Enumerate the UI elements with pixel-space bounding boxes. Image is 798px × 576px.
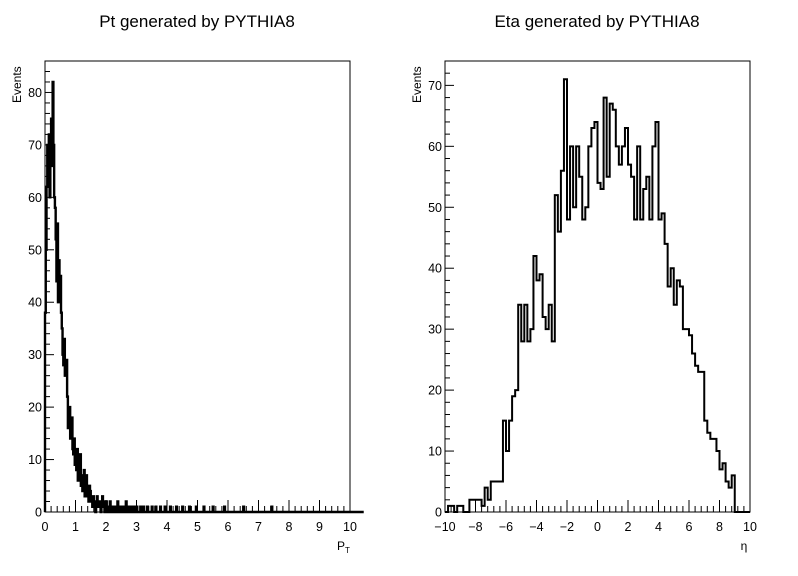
- eta-x-tick-label: 0: [594, 520, 601, 534]
- pt-y-tick-label: 70: [28, 138, 42, 152]
- eta-y-axis-label: Events: [410, 66, 424, 103]
- pt-histogram-panel: Pt generated by PYTHIA8 Events PT 0 1 2 3 4 5…: [10, 12, 364, 555]
- eta-y-tick-label: 60: [428, 140, 442, 154]
- pt-x-tick-label: 2: [103, 520, 110, 534]
- eta-y-tick-label: 50: [428, 201, 442, 215]
- pt-x-tick-label: 3: [133, 520, 140, 534]
- pt-chart-title: Pt generated by PYTHIA8: [99, 12, 295, 31]
- eta-histogram-panel: Eta generated by PYTHIA8 Events η −10 −8 −…: [410, 12, 757, 553]
- eta-x-tick-label: 8: [716, 520, 723, 534]
- eta-x-tick-label: −8: [468, 520, 482, 534]
- pt-x-tick-label: 4: [164, 520, 171, 534]
- eta-x-tick-label: −4: [529, 520, 543, 534]
- pt-y-tick-label: 40: [28, 296, 42, 310]
- pt-y-tick-label: 0: [35, 506, 42, 520]
- eta-y-tick-label: 20: [428, 384, 442, 398]
- eta-x-tick-label: −10: [434, 520, 455, 534]
- eta-y-tick-label: 70: [428, 79, 442, 93]
- pt-x-tick-label: 0: [42, 520, 49, 534]
- pt-x-tick-label: 1: [72, 520, 79, 534]
- pt-y-tick-label: 20: [28, 401, 42, 415]
- pt-histogram-line: [43, 80, 364, 514]
- pt-x-tick-label: 6: [225, 520, 232, 534]
- eta-x-axis-label: η: [741, 539, 748, 553]
- pt-x-tick-label: 10: [343, 520, 357, 534]
- eta-y-tick-label: 0: [435, 506, 442, 520]
- eta-x-tick-label: −2: [560, 520, 574, 534]
- eta-x-tick-label: 4: [655, 520, 662, 534]
- eta-x-tick-label: 10: [743, 520, 757, 534]
- eta-y-tick-label: 10: [428, 445, 442, 459]
- eta-x-tick-label: −6: [499, 520, 513, 534]
- eta-y-tick-label: 30: [428, 323, 442, 337]
- pt-x-tick-label: 9: [316, 520, 323, 534]
- eta-x-tick-label: 2: [625, 520, 632, 534]
- pt-x-axis-label-main: P: [337, 539, 345, 553]
- pt-x-axis-label: PT: [337, 539, 350, 555]
- eta-chart-title: Eta generated by PYTHIA8: [494, 12, 699, 31]
- pt-y-tick-label: 60: [28, 191, 42, 205]
- pt-y-tick-label: 30: [28, 348, 42, 362]
- eta-y-tick-label: 40: [428, 262, 442, 276]
- pt-x-tick-label: 5: [194, 520, 201, 534]
- pt-y-tick-label: 10: [28, 453, 42, 467]
- pt-y-tick-label: 50: [28, 243, 42, 257]
- pt-x-tick-label: 7: [255, 520, 262, 534]
- eta-histogram-line: [445, 78, 750, 513]
- eta-x-tick-label: 6: [686, 520, 693, 534]
- pt-y-tick-label: 80: [28, 86, 42, 100]
- pt-y-axis-label: Events: [10, 66, 24, 103]
- pt-x-axis-label-subscript: T: [345, 546, 350, 555]
- pt-plot-frame: [44, 60, 351, 513]
- pt-x-tick-label: 8: [286, 520, 293, 534]
